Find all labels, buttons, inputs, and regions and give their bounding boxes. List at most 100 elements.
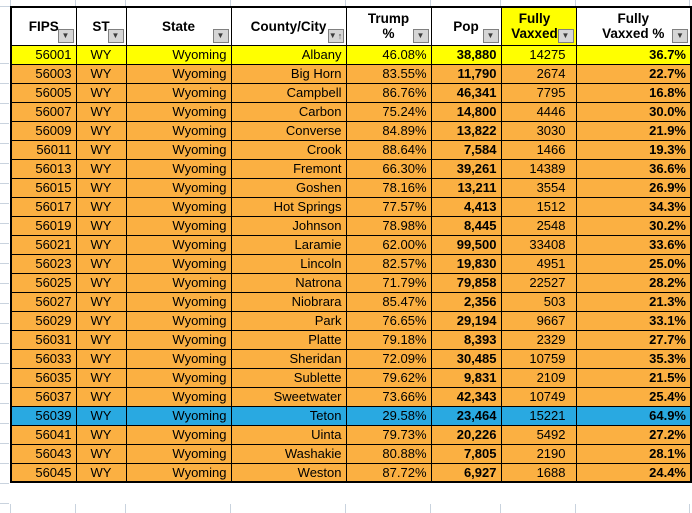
filter-dropdown-icon[interactable]: ▼ xyxy=(57,28,74,43)
cell-fips[interactable]: 56027 xyxy=(10,291,77,312)
cell-fips[interactable]: 56019 xyxy=(10,215,77,236)
cell-county-city[interactable]: Lincoln xyxy=(230,253,347,274)
cell-st[interactable]: WY xyxy=(75,386,127,407)
cell-fips[interactable]: 56039 xyxy=(10,405,77,426)
cell-fully-vaxxed-pct[interactable]: 35.3% xyxy=(575,348,692,369)
cell-trump-pct[interactable]: 84.89% xyxy=(345,120,432,141)
cell-st[interactable]: WY xyxy=(75,215,127,236)
cell-state[interactable]: Wyoming xyxy=(125,291,232,312)
cell-fully-vaxxed-pct[interactable]: 26.9% xyxy=(575,177,692,198)
cell-st[interactable]: WY xyxy=(75,253,127,274)
column-header-state[interactable]: State ▼ xyxy=(125,6,232,46)
cell-fips[interactable]: 56033 xyxy=(10,348,77,369)
cell-st[interactable]: WY xyxy=(75,462,127,483)
column-header-st[interactable]: ST ▼ xyxy=(75,6,127,46)
cell-state[interactable]: Wyoming xyxy=(125,386,232,407)
cell-trump-pct[interactable]: 76.65% xyxy=(345,310,432,331)
cell-trump-pct[interactable]: 71.79% xyxy=(345,272,432,293)
cell-trump-pct[interactable]: 73.66% xyxy=(345,386,432,407)
cell-county-city[interactable]: Platte xyxy=(230,329,347,350)
cell-fully-vaxxed-pct[interactable]: 21.5% xyxy=(575,367,692,388)
cell-fully-vaxxed[interactable]: 5492 xyxy=(500,424,577,445)
cell-fully-vaxxed[interactable]: 14275 xyxy=(500,44,577,65)
cell-state[interactable]: Wyoming xyxy=(125,272,232,293)
cell-state[interactable]: Wyoming xyxy=(125,120,232,141)
cell-county-city[interactable]: Uinta xyxy=(230,424,347,445)
cell-county-city[interactable]: Campbell xyxy=(230,82,347,103)
cell-st[interactable]: WY xyxy=(75,272,127,293)
filter-dropdown-icon[interactable]: ▼ xyxy=(212,28,229,43)
cell-county-city[interactable]: Laramie xyxy=(230,234,347,255)
filter-dropdown-icon[interactable]: ▼ xyxy=(557,28,574,43)
cell-state[interactable]: Wyoming xyxy=(125,348,232,369)
cell-fully-vaxxed-pct[interactable]: 24.4% xyxy=(575,462,692,483)
cell-county-city[interactable]: Albany xyxy=(230,44,347,65)
cell-fully-vaxxed[interactable]: 15221 xyxy=(500,405,577,426)
cell-fully-vaxxed-pct[interactable]: 19.3% xyxy=(575,139,692,160)
cell-county-city[interactable]: Teton xyxy=(230,405,347,426)
cell-county-city[interactable]: Crook xyxy=(230,139,347,160)
cell-fully-vaxxed-pct[interactable]: 21.9% xyxy=(575,120,692,141)
cell-fully-vaxxed-pct[interactable]: 25.0% xyxy=(575,253,692,274)
cell-fully-vaxxed[interactable]: 2329 xyxy=(500,329,577,350)
cell-fips[interactable]: 56017 xyxy=(10,196,77,217)
cell-trump-pct[interactable]: 79.18% xyxy=(345,329,432,350)
cell-pop[interactable]: 8,393 xyxy=(430,329,502,350)
cell-fully-vaxxed[interactable]: 33408 xyxy=(500,234,577,255)
cell-fips[interactable]: 56023 xyxy=(10,253,77,274)
cell-fully-vaxxed-pct[interactable]: 21.3% xyxy=(575,291,692,312)
cell-trump-pct[interactable]: 77.57% xyxy=(345,196,432,217)
cell-pop[interactable]: 23,464 xyxy=(430,405,502,426)
cell-fips[interactable]: 56037 xyxy=(10,386,77,407)
cell-trump-pct[interactable]: 85.47% xyxy=(345,291,432,312)
cell-pop[interactable]: 2,356 xyxy=(430,291,502,312)
cell-pop[interactable]: 14,800 xyxy=(430,101,502,122)
cell-pop[interactable]: 9,831 xyxy=(430,367,502,388)
cell-fips[interactable]: 56007 xyxy=(10,101,77,122)
cell-state[interactable]: Wyoming xyxy=(125,101,232,122)
cell-trump-pct[interactable]: 82.57% xyxy=(345,253,432,274)
cell-fully-vaxxed-pct[interactable]: 27.2% xyxy=(575,424,692,445)
cell-county-city[interactable]: Johnson xyxy=(230,215,347,236)
cell-pop[interactable]: 11,790 xyxy=(430,63,502,84)
cell-pop[interactable]: 7,584 xyxy=(430,139,502,160)
cell-pop[interactable]: 99,500 xyxy=(430,234,502,255)
cell-fully-vaxxed[interactable]: 2190 xyxy=(500,443,577,464)
cell-fips[interactable]: 56009 xyxy=(10,120,77,141)
cell-fips[interactable]: 56025 xyxy=(10,272,77,293)
cell-trump-pct[interactable]: 88.64% xyxy=(345,139,432,160)
cell-state[interactable]: Wyoming xyxy=(125,177,232,198)
cell-county-city[interactable]: Carbon xyxy=(230,101,347,122)
column-header-trump-pct[interactable]: Trump% ▼ xyxy=(345,6,432,46)
cell-trump-pct[interactable]: 78.16% xyxy=(345,177,432,198)
filter-sort-ascending-icon[interactable]: ▼ ↑ xyxy=(327,28,344,43)
cell-state[interactable]: Wyoming xyxy=(125,443,232,464)
cell-trump-pct[interactable]: 83.55% xyxy=(345,63,432,84)
cell-st[interactable]: WY xyxy=(75,234,127,255)
cell-pop[interactable]: 30,485 xyxy=(430,348,502,369)
cell-state[interactable]: Wyoming xyxy=(125,234,232,255)
cell-fully-vaxxed[interactable]: 4951 xyxy=(500,253,577,274)
cell-fully-vaxxed[interactable]: 3030 xyxy=(500,120,577,141)
cell-pop[interactable]: 8,445 xyxy=(430,215,502,236)
cell-st[interactable]: WY xyxy=(75,101,127,122)
cell-fips[interactable]: 56001 xyxy=(10,44,77,65)
cell-st[interactable]: WY xyxy=(75,44,127,65)
cell-county-city[interactable]: Washakie xyxy=(230,443,347,464)
cell-st[interactable]: WY xyxy=(75,310,127,331)
cell-fully-vaxxed-pct[interactable]: 33.1% xyxy=(575,310,692,331)
cell-county-city[interactable]: Converse xyxy=(230,120,347,141)
cell-pop[interactable]: 19,830 xyxy=(430,253,502,274)
cell-trump-pct[interactable]: 66.30% xyxy=(345,158,432,179)
cell-trump-pct[interactable]: 29.58% xyxy=(345,405,432,426)
filter-dropdown-icon[interactable]: ▼ xyxy=(482,28,499,43)
filter-dropdown-icon[interactable]: ▼ xyxy=(107,28,124,43)
cell-fully-vaxxed-pct[interactable]: 30.2% xyxy=(575,215,692,236)
cell-pop[interactable]: 20,226 xyxy=(430,424,502,445)
cell-st[interactable]: WY xyxy=(75,443,127,464)
column-header-fully-vaxxed-pct[interactable]: Fully Vaxxed % ▼ xyxy=(575,6,692,46)
cell-state[interactable]: Wyoming xyxy=(125,253,232,274)
cell-fully-vaxxed[interactable]: 3554 xyxy=(500,177,577,198)
cell-fully-vaxxed[interactable]: 1688 xyxy=(500,462,577,483)
cell-fully-vaxxed[interactable]: 9667 xyxy=(500,310,577,331)
